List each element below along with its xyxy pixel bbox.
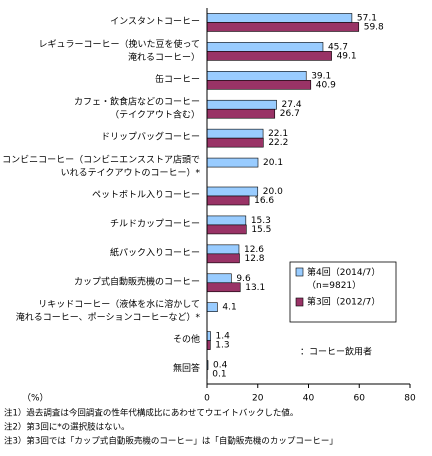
legend-swatch xyxy=(295,297,304,307)
value-label: 9.6 xyxy=(236,274,251,284)
x-tick-label: 80 xyxy=(404,394,416,404)
y-tick-label: 紙パック入りコーヒー xyxy=(110,246,200,258)
y-tick-label: インスタントコーヒー xyxy=(110,16,200,27)
bar xyxy=(206,80,312,90)
bar xyxy=(206,22,360,32)
bar xyxy=(206,215,247,226)
value-label: 40.9 xyxy=(316,80,336,90)
bar xyxy=(206,137,264,148)
value-label: 39.1 xyxy=(311,71,331,81)
value-label: 12.8 xyxy=(244,254,264,264)
x-tick-label: 0 xyxy=(204,394,210,404)
legend: 第4回（2014/7）（n=9821） 第3回（2012/7） xyxy=(289,261,397,323)
value-label: 59.8 xyxy=(364,22,384,32)
value-label: 15.5 xyxy=(251,225,271,235)
value-label: 16.6 xyxy=(254,196,274,206)
bar xyxy=(206,99,277,110)
bar xyxy=(206,244,240,255)
value-label: 27.4 xyxy=(282,100,302,110)
legend-swatch xyxy=(295,267,304,277)
value-label: 0.4 xyxy=(213,361,228,371)
y-tick-label: その他 xyxy=(173,333,200,345)
note: 注3）第3回では「カップ式自動販売機のコーヒー」は「自動販売機のカップコーヒー」 xyxy=(4,436,338,447)
bar xyxy=(206,13,353,23)
bar xyxy=(206,108,276,119)
y-tick-label: 缶コーヒー xyxy=(155,73,200,85)
y-tick-label: 無回答 xyxy=(173,362,200,374)
value-label: 1.3 xyxy=(215,341,229,351)
bar xyxy=(206,128,264,139)
note: 注1）過去調査は今回調査の性年代構成比にあわせてウエイトバックした値。 xyxy=(4,408,298,419)
bar xyxy=(206,224,247,235)
bar xyxy=(206,282,241,293)
bar xyxy=(206,186,259,197)
bar xyxy=(206,253,240,264)
value-label: 45.7 xyxy=(328,42,348,52)
note: 注2）第3回に*の選択肢はない。 xyxy=(4,422,130,433)
value-label: 0.1 xyxy=(212,370,226,380)
annotation: ：コーヒー飲用者 xyxy=(300,346,372,358)
value-label: 20.0 xyxy=(263,187,283,197)
y-tick-label: チルドカップコーヒー xyxy=(110,218,200,229)
x-tick-label: 60 xyxy=(354,394,366,404)
bar xyxy=(206,157,259,168)
value-label: 15.3 xyxy=(251,216,271,226)
y-tick-label: コンビニコーヒー（コンビニエンスストア店頭でいれるテイクアウトのコーヒー）* xyxy=(2,153,200,178)
bar xyxy=(206,71,307,81)
value-label: 49.1 xyxy=(337,51,357,61)
y-tick-label: レギュラーコーヒー（挽いた豆を使って淹れるコーヒー） xyxy=(38,37,200,62)
value-label: 20.1 xyxy=(263,158,283,168)
value-label: 4.1 xyxy=(222,303,236,313)
legend-box xyxy=(289,261,397,323)
x-unit: （%） xyxy=(22,393,49,404)
bar xyxy=(206,51,332,61)
y-tick-label: ペットボトル入りコーヒー xyxy=(92,190,200,201)
value-label: 1.4 xyxy=(216,332,231,342)
bar xyxy=(206,42,324,52)
x-tick-label: 40 xyxy=(303,394,315,404)
value-label: 22.1 xyxy=(268,129,288,139)
x-tick-label: 20 xyxy=(252,394,264,404)
y-tick-label: カフェ・飲食店などのコーヒー（テイクアウト含む） xyxy=(74,95,200,120)
legend-label: 第3回（2012/7） xyxy=(307,296,380,308)
value-label: 13.1 xyxy=(245,283,265,293)
y-tick-label: リキッドコーヒー（液体を水に溶かして淹れるコーヒー、ポーションコーヒーなど）* xyxy=(16,298,201,323)
bar xyxy=(206,195,250,206)
y-tick-label: ドリップバッグコーヒー xyxy=(101,131,200,143)
value-label: 12.6 xyxy=(244,245,264,255)
bar xyxy=(206,331,211,341)
value-label: 57.1 xyxy=(357,13,377,23)
bar xyxy=(206,302,218,312)
y-tick-label: カップ式自動販売機のコーヒー xyxy=(74,275,200,287)
legend-label: 第4回（2014/7）（n=9821） xyxy=(307,266,380,291)
value-label: 26.7 xyxy=(280,109,300,119)
bar xyxy=(206,273,232,284)
value-label: 22.2 xyxy=(268,138,288,148)
